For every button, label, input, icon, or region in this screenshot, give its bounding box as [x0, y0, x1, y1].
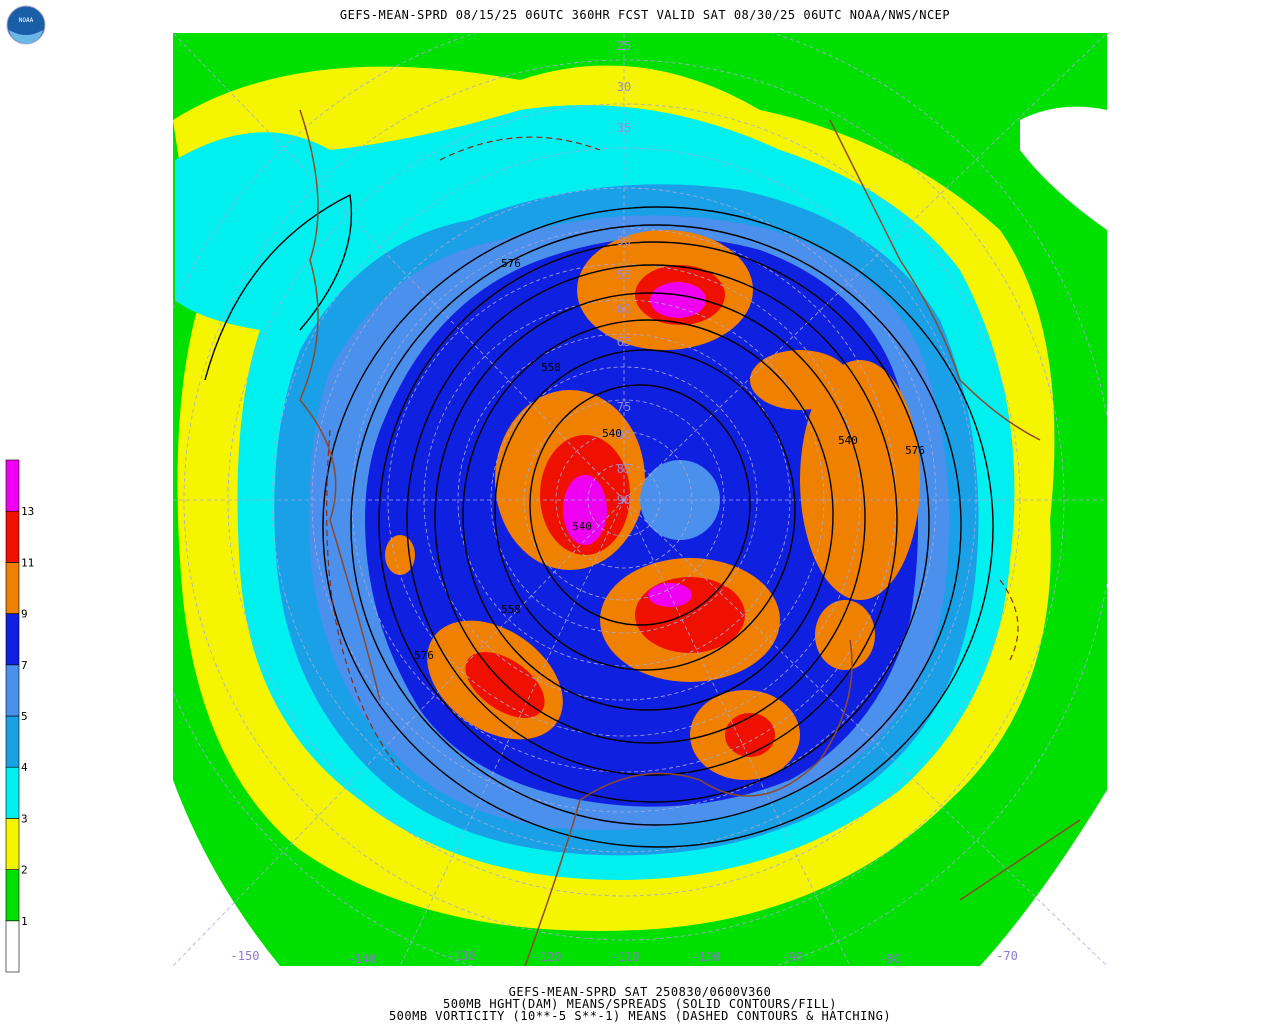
latitude-label: 35 [617, 121, 631, 135]
colorbar-label: 1 [21, 915, 28, 928]
longitude-labels: -150 -140 -130 -120 -110 -100 -90 -80 -7… [231, 949, 1018, 966]
latitude-label: 90 [617, 493, 631, 507]
footer-line: 500MB HGHT(DAM) MEANS/SPREADS (SOLID CON… [443, 997, 837, 1011]
longitude-label: -100 [692, 950, 721, 964]
colorbar-label: 11 [21, 556, 34, 569]
colorbar-swatch [5, 562, 20, 614]
longitude-label: -110 [611, 950, 640, 964]
contour-label: 540 [602, 427, 622, 440]
contour-label: 576 [905, 444, 925, 457]
colorbar-swatch [5, 510, 20, 563]
colorbar-swatch [5, 869, 20, 922]
longitude-label: -130 [447, 949, 476, 963]
contour-label: 558 [541, 361, 561, 374]
latitude-label: 30 [617, 80, 631, 94]
colorbar-label: 3 [21, 812, 28, 825]
colorbar-label: 7 [21, 659, 28, 672]
longitude-label: -120 [533, 950, 562, 964]
latitude-label: 75 [617, 400, 631, 414]
contour-label: 540 [572, 520, 592, 533]
latitude-label: 25 [617, 39, 631, 53]
contour-label: 540 [838, 434, 858, 447]
colorbar-swatch [5, 766, 20, 819]
latitude-label: 85 [617, 462, 631, 476]
latitude-label: 80 [617, 428, 631, 442]
longitude-label: -80 [879, 952, 901, 966]
contour-labels: 576 558 540 540 558 576 576 540 [414, 257, 925, 662]
longitude-label: -140 [348, 952, 377, 966]
colorbar: 1 2 3 4 5 7 9 11 13 [5, 459, 34, 973]
logo-text: NOAA [19, 17, 34, 24]
map [173, 33, 1107, 966]
colorbar-swatch [5, 459, 20, 512]
footer-line: 500MB VORTICITY (10**-5 S**-1) MEANS (DA… [389, 1009, 891, 1023]
contour-label: 558 [501, 603, 521, 616]
colorbar-label: 2 [21, 864, 28, 877]
contour-label: 576 [414, 649, 434, 662]
latitude-label: 60 [617, 302, 631, 316]
colorbar-swatch [5, 920, 20, 973]
colorbar-label: 13 [21, 505, 34, 518]
longitude-label: -70 [996, 949, 1018, 963]
latitude-label: 55 [617, 268, 631, 282]
colorbar-swatch [5, 613, 20, 666]
footer-line: GEFS-MEAN-SPRD SAT 250830/0600V360 [509, 985, 772, 999]
colorbar-swatch [5, 715, 20, 768]
colorbar-label: 5 [21, 710, 28, 723]
noaa-logo: NOAA [6, 5, 46, 45]
colorbar-label: 4 [21, 761, 28, 774]
latitude-label: 50 [617, 234, 631, 248]
latitude-labels: 25 30 35 50 55 60 65 75 80 85 90 [617, 39, 631, 507]
colorbar-label: 9 [21, 608, 28, 621]
contour-label: 576 [501, 257, 521, 270]
longitude-label: -150 [231, 949, 260, 963]
longitude-label: -90 [781, 950, 803, 964]
title: GEFS-MEAN-SPRD 08/15/25 06UTC 360HR FCST… [340, 8, 950, 22]
colorbar-swatch [5, 664, 20, 717]
latitude-label: 65 [617, 335, 631, 349]
colorbar-swatch [5, 818, 20, 870]
